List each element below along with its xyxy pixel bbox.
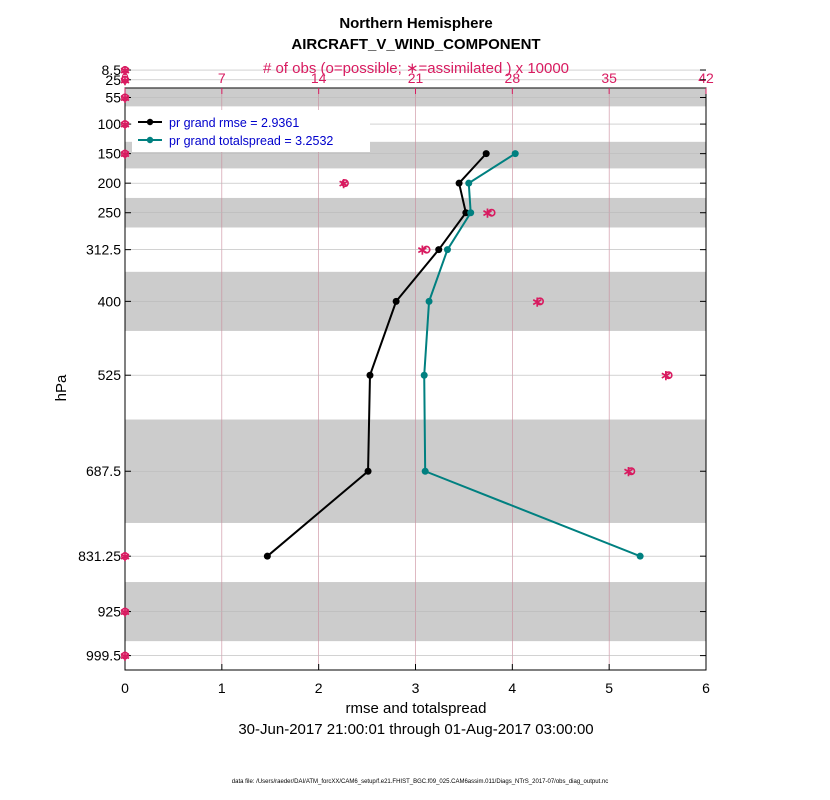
obs-possible-5 [340,179,349,188]
obs-assimilated-11: ∗ [119,548,131,564]
chart-subtitle: AIRCRAFT_V_WIND_COMPONENT [291,36,540,53]
x-tick-label-0: 0 [121,680,129,696]
obs-possible-4 [121,149,130,158]
obs-possible-10 [627,467,636,476]
series-1-point-2 [467,209,475,217]
obs-assimilated-13: ∗ [119,648,131,664]
series-0-point-2 [462,209,470,217]
top-tick-label-35: 35 [601,70,617,86]
y-tick-label-5: 200 [98,175,122,191]
obs-assimilated-12: ∗ [119,604,131,620]
series-line-0 [266,152,487,557]
y-tick-label-10: 687.5 [86,463,121,479]
obs-markers: ∗∗∗∗∗∗∗∗∗∗∗∗∗∗ [119,62,673,664]
series-lines [263,150,644,560]
legend-label-rmse: pr grand rmse = 2.9361 [169,116,299,130]
y-tick-label-3: 100 [98,116,122,132]
series-1-point-5 [420,371,428,379]
x-tick-label-6: 6 [702,680,710,696]
y-tick-label-8: 400 [98,293,122,309]
top-tick-label-14: 14 [311,70,327,86]
obs-possible-0 [121,66,130,75]
series-1-point-7 [636,552,644,560]
series-0-point-5 [366,371,374,379]
legend-box [132,110,370,152]
obs-possible-9 [664,371,673,380]
obs-assimilated-8: ∗ [531,293,543,309]
obs-possible-6 [487,208,496,217]
obs-assimilated-0: ∗ [119,62,131,78]
x-axis-label: rmse and totalspread [346,700,487,717]
y-tick-label-7: 312.5 [86,242,121,258]
obs-assimilated-2: ∗ [119,89,131,105]
legend-label-spread: pr grand totalspread = 3.2532 [169,134,333,148]
top-tick-label-28: 28 [505,70,521,86]
x-tick-label-4: 4 [508,680,516,696]
obs-possible-8 [535,297,544,306]
chart-title: Northern Hemisphere [339,15,492,32]
obs-possible-7 [422,245,431,254]
obs-possible-2 [121,93,130,102]
obs-possible-13 [121,651,130,660]
y-tick-label-9: 525 [98,367,122,383]
y-tick-label-6: 250 [98,205,122,221]
top-tick-label-21: 21 [408,70,424,86]
series-1-point-1 [465,179,473,187]
obs-assimilated-10: ∗ [623,463,635,479]
footnote: data file: /Users/raeder/DAI/ATM_forcXX/… [232,779,608,785]
y-tick-label-12: 925 [98,604,122,620]
series-0-point-1 [455,179,463,187]
obs-assimilated-1: ∗ [119,72,131,88]
series-0-point-4 [392,297,400,305]
obs-assimilated-7: ∗ [417,242,429,258]
gridlines [125,69,706,670]
obs-assimilated-4: ∗ [119,146,131,162]
series-0-point-6 [364,467,372,475]
obs-possible-1 [121,75,130,84]
top-axis-label: # of obs (o=possible; ∗=assimilated ) x … [263,60,569,77]
series-1-point-0 [511,150,519,158]
series-1-point-3 [443,246,451,254]
series-0-point-7 [263,552,271,560]
obs-assimilated-3: ∗ [119,116,131,132]
series-0-point-3 [435,246,443,254]
x-tick-label-2: 2 [315,680,323,696]
y-tick-label-2: 55 [105,89,121,105]
y-tick-label-4: 150 [98,146,122,162]
legend-marker-spread [146,136,154,144]
top-tick-label-42: 42 [698,70,714,86]
obs-possible-3 [121,120,130,129]
obs-possible-12 [121,607,130,616]
x-tick-label-1: 1 [218,680,226,696]
top-tick-label-0: 0 [121,70,129,86]
y-tick-label-0: 8.5 [102,62,122,78]
y-tick-label-13: 999.5 [86,648,121,664]
top-tick-label-7: 7 [218,70,226,86]
y-tick-label-11: 831.25 [78,548,121,564]
y-tick-label-1: 25 [105,72,121,88]
series-0-point-0 [482,150,490,158]
obs-assimilated-5: ∗ [338,175,350,191]
series-1-point-4 [425,297,433,305]
date-range: 30-Jun-2017 21:00:01 through 01-Aug-2017… [238,721,593,738]
obs-possible-11 [121,552,130,561]
x-tick-label-5: 5 [605,680,613,696]
obs-assimilated-6: ∗ [482,205,494,221]
obs-assimilated-9: ∗ [660,367,672,383]
series-line-1 [423,152,641,558]
legend-marker-rmse [146,118,154,126]
series-1-point-6 [421,467,429,475]
x-tick-label-3: 3 [412,680,420,696]
legend: pr grand rmse = 2.9361 pr grand totalspr… [132,110,370,152]
y-axis-label: hPa [53,374,70,401]
